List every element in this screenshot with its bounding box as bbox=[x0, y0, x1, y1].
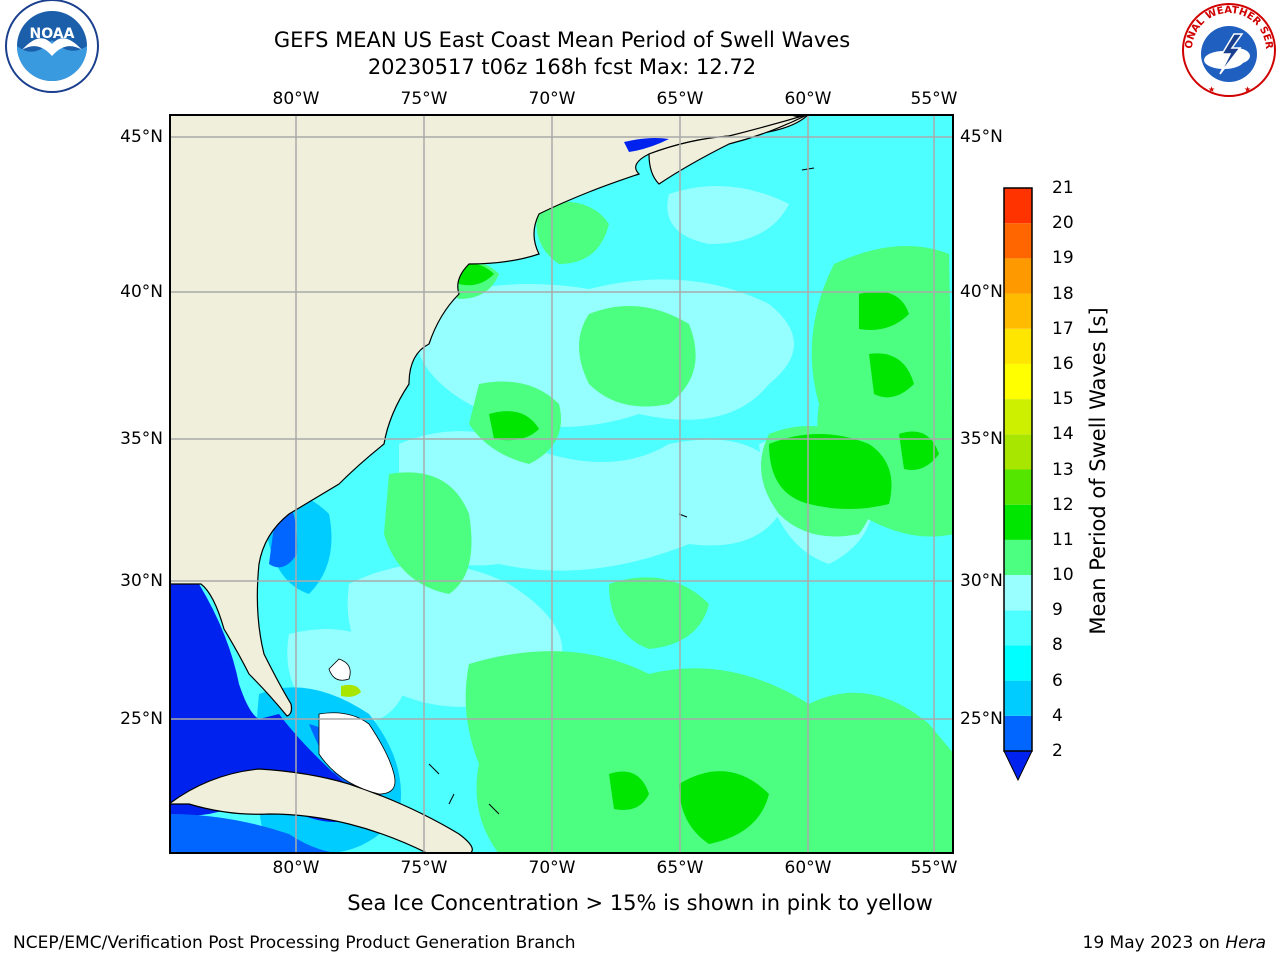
lon-label-top: 70°W bbox=[528, 89, 576, 109]
colorbar-tick-label: 6 bbox=[1052, 670, 1063, 691]
land-cuba bbox=[169, 768, 473, 854]
lon-label-top: 75°W bbox=[400, 89, 448, 109]
colorbar-segment bbox=[1004, 575, 1032, 611]
colorbar-tick-label: 8 bbox=[1052, 635, 1063, 656]
svg-text:★: ★ bbox=[1244, 85, 1251, 94]
colorbar-segment bbox=[1004, 363, 1032, 400]
lon-label-top: 80°W bbox=[272, 89, 320, 109]
lat-label-left: 35°N bbox=[120, 429, 163, 449]
colorbar-tick-label: 20 bbox=[1052, 213, 1074, 234]
colorbar-frame bbox=[1003, 187, 1033, 752]
colorbar bbox=[1003, 187, 1033, 782]
colorbar-segment bbox=[1004, 223, 1032, 259]
colorbar-tick-label: 12 bbox=[1052, 494, 1074, 515]
footer-branch: NCEP/EMC/Verification Post Processing Pr… bbox=[13, 933, 576, 953]
colorbar-segment bbox=[1004, 715, 1032, 751]
footer-date-text: 19 May 2023 on bbox=[1082, 933, 1226, 953]
lat-label-right: 35°N bbox=[960, 429, 1003, 449]
lat-label-right: 30°N bbox=[960, 571, 1003, 591]
land-north-america bbox=[169, 114, 810, 717]
lon-label-bottom: 70°W bbox=[528, 858, 576, 878]
swell-period-map bbox=[169, 114, 954, 854]
colorbar-tick-label: 14 bbox=[1052, 424, 1074, 445]
colorbar-segment bbox=[1004, 680, 1032, 716]
lon-label-bottom: 75°W bbox=[400, 858, 448, 878]
gulf-of-mexico-region bbox=[169, 584, 369, 822]
period-10-11-regions bbox=[454, 262, 939, 844]
lon-label-bottom: 80°W bbox=[272, 858, 320, 878]
lat-label-left: 25°N bbox=[120, 709, 163, 729]
colorbar-tick-label: 9 bbox=[1052, 600, 1063, 621]
colorbar-segment bbox=[1004, 610, 1032, 646]
colorbar-tick-label: 19 bbox=[1052, 248, 1074, 269]
colorbar-segment bbox=[1004, 539, 1032, 576]
colorbar-tick-label: 21 bbox=[1052, 178, 1074, 198]
lat-label-left: 40°N bbox=[120, 282, 163, 302]
nws-logo: NATIONAL WEATHER SERVICE ★ ★ bbox=[1178, 0, 1276, 97]
lon-label-top: 60°W bbox=[784, 89, 832, 109]
colorbar-extend-arrow bbox=[1003, 750, 1033, 782]
colorbar-segment bbox=[1004, 645, 1032, 681]
bay-of-fundy bbox=[624, 138, 669, 152]
sea-ice-note-text: Sea Ice Concentration > 15% is shown in … bbox=[347, 891, 933, 915]
colorbar-tick-label: 11 bbox=[1052, 529, 1074, 550]
colorbar-tick-label: 4 bbox=[1052, 705, 1063, 726]
svg-text:★: ★ bbox=[1208, 85, 1215, 94]
lon-label-top: 55°W bbox=[910, 89, 958, 109]
chart-subtitle: 20230517 t06z 168h fcst Max: 12.72 bbox=[367, 55, 757, 79]
lat-label-left: 45°N bbox=[120, 127, 163, 147]
map-frame bbox=[169, 114, 954, 854]
colorbar-tick-label: 2 bbox=[1052, 741, 1063, 761]
lat-label-right: 40°N bbox=[960, 282, 1003, 302]
lon-label-bottom: 60°W bbox=[784, 858, 832, 878]
colorbar-segment bbox=[1004, 399, 1032, 435]
bahamas-islands bbox=[318, 658, 396, 795]
colorbar-segment bbox=[1004, 469, 1032, 505]
colorbar-tick-label: 16 bbox=[1052, 353, 1074, 374]
colorbar-tick-label: 15 bbox=[1052, 389, 1074, 410]
noaa-logo-text: NOAA bbox=[30, 26, 75, 42]
lon-label-bottom: 55°W bbox=[910, 858, 958, 878]
gridlines bbox=[169, 114, 954, 854]
colorbar-segment bbox=[1004, 328, 1032, 364]
lat-label-left: 30°N bbox=[120, 571, 163, 591]
colorbar-segments bbox=[1004, 188, 1032, 751]
colorbar-tick-label: 13 bbox=[1052, 459, 1074, 480]
colorbar-segment bbox=[1004, 293, 1032, 329]
colorbar-segment bbox=[1004, 188, 1032, 224]
footer-machine: Hera bbox=[1225, 933, 1266, 953]
sea-ice-note: Sea Ice Concentration > 15% is shown in … bbox=[0, 891, 1280, 915]
colorbar-tick-label: 18 bbox=[1052, 283, 1074, 304]
lat-label-right: 45°N bbox=[960, 127, 1003, 147]
chart-title: GEFS MEAN US East Coast Mean Period of S… bbox=[273, 28, 851, 52]
colorbar-tick-label: 10 bbox=[1052, 565, 1074, 586]
footer-date: 19 May 2023 on Hera bbox=[1083, 933, 1267, 953]
colorbar-label: Mean Period of Swell Waves [s] bbox=[1086, 307, 1110, 635]
colorbar-segment bbox=[1004, 504, 1032, 540]
colorbar-segment bbox=[1004, 434, 1032, 470]
lon-label-bottom: 65°W bbox=[656, 858, 704, 878]
noaa-logo: NOAA bbox=[5, 0, 99, 93]
lon-label-top: 65°W bbox=[656, 89, 704, 109]
colorbar-tick-label: 17 bbox=[1052, 318, 1074, 339]
caribbean-region bbox=[169, 814, 349, 854]
lat-label-right: 25°N bbox=[960, 709, 1003, 729]
grand-bahama-high-period bbox=[341, 684, 361, 697]
colorbar-segment bbox=[1004, 258, 1032, 294]
